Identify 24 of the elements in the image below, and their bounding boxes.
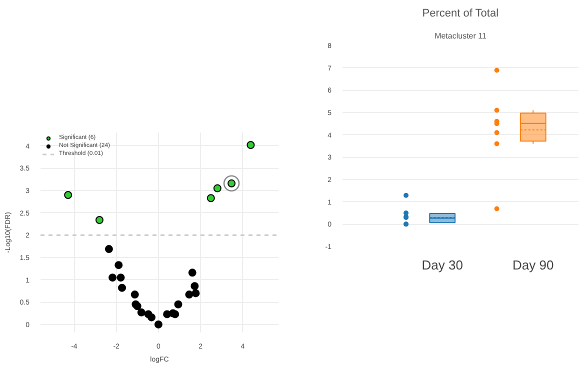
point [137, 308, 146, 316]
x-tick-label: Day 30 [422, 258, 463, 272]
point [213, 184, 222, 192]
point [192, 289, 200, 298]
x-tick-label: Day 90 [512, 258, 554, 272]
point [174, 300, 182, 308]
point [108, 274, 117, 282]
point [188, 268, 196, 277]
point [206, 194, 215, 202]
point [130, 290, 139, 299]
point [64, 191, 72, 199]
point [116, 274, 125, 282]
chart-title: Percent of Total [422, 8, 499, 20]
point [154, 320, 162, 328]
point [246, 141, 255, 149]
point [95, 216, 104, 224]
point [185, 290, 194, 299]
point [114, 261, 123, 270]
point [171, 310, 180, 318]
point [190, 282, 199, 290]
chart-subtitle: Metacluster 11 [434, 32, 487, 40]
point [147, 313, 156, 322]
point [118, 284, 126, 292]
point [104, 245, 113, 254]
